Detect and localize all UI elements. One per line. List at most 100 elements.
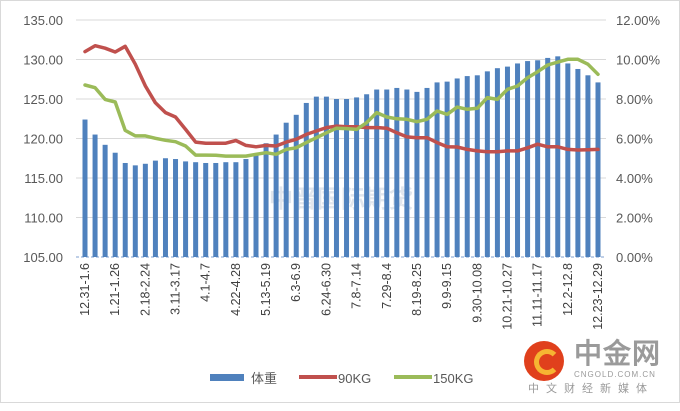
bar [575, 68, 581, 257]
bar [223, 162, 229, 257]
x-tick-label: 9.9-9.15 [440, 263, 454, 309]
x-tick-label: 11.11-11.17 [531, 263, 545, 327]
line-150kg [83, 57, 600, 158]
x-tick-label: 9.30-10.08 [470, 263, 484, 323]
bar [263, 143, 269, 257]
y-left-tick-label: 120.00 [23, 132, 63, 147]
bar [444, 81, 450, 258]
bar [535, 60, 541, 257]
bar [354, 97, 360, 257]
bar [504, 66, 510, 257]
bar [142, 163, 148, 257]
bar [394, 87, 400, 257]
bar [515, 63, 521, 258]
legend-label-150kg: 150KG [433, 371, 473, 386]
bar [273, 134, 279, 257]
legend-swatch-weight [210, 374, 244, 381]
bar [494, 68, 500, 257]
x-tick-label: 5.13-5.19 [259, 263, 273, 316]
x-tick-label: 4.1-4.7 [199, 263, 213, 302]
bar [434, 82, 440, 257]
bar [404, 89, 410, 258]
x-tick-label: 3.11-3.17 [169, 263, 183, 315]
bar [233, 162, 239, 257]
bar [303, 102, 309, 257]
x-tick-label: 8.19-8.25 [410, 263, 424, 316]
legend: 体重 90KG 150KG [210, 371, 473, 386]
y-left-tick-label: 110.00 [24, 211, 63, 226]
bar [193, 162, 199, 257]
y-right-tick-label: 0.00% [616, 250, 653, 265]
bar [555, 56, 561, 258]
x-tick-label: 12.2-12.8 [561, 263, 575, 316]
y-right-tick-label: 4.00% [616, 171, 653, 186]
logo-mark-icon [524, 341, 564, 381]
x-tick-label: 2.18-2.24 [138, 263, 152, 316]
y-right-tick-label: 8.00% [616, 92, 653, 107]
bar [152, 160, 158, 257]
bar [344, 99, 350, 257]
bar [525, 61, 531, 257]
y-left-tick-label: 125.00 [23, 92, 63, 107]
bar [213, 162, 219, 257]
bar [595, 82, 601, 257]
y-left-tick-label: 135.00 [23, 13, 63, 28]
bar [384, 89, 390, 258]
y-axis-right: 0.00% 2.00% 4.00% 6.00% 8.00% 10.00% 12.00% [616, 13, 661, 265]
logo-url: CNGOLD.COM.CN [574, 370, 656, 379]
x-tick-label: 4.22-4.28 [229, 263, 243, 316]
bar [102, 144, 108, 257]
bar [293, 114, 299, 257]
bar [313, 96, 319, 257]
x-axis: 12.31-1.6 1.21-1.26 2.18-2.24 3.11-3.17 4.1-… [78, 263, 605, 330]
bar [283, 122, 289, 257]
bar [243, 159, 249, 257]
watermark: 中晋国际期货 [269, 185, 413, 213]
bar [464, 76, 470, 257]
bar [122, 162, 128, 257]
y-right-tick-label: 6.00% [616, 132, 653, 147]
bar [374, 89, 380, 258]
bar [203, 162, 209, 257]
bar [545, 57, 551, 257]
x-tick-label: 6.3-6.9 [289, 263, 303, 302]
logo-tagline: 中文财经新媒体 [528, 382, 654, 395]
x-tick-label: 6.24-6.30 [319, 263, 333, 316]
bar [333, 99, 339, 257]
y-right-tick-label: 10.00% [616, 53, 661, 68]
y-right-tick-label: 2.00% [616, 211, 653, 226]
legend-label-weight: 体重 [251, 371, 277, 386]
bar [364, 94, 370, 257]
bar [92, 134, 98, 257]
bar [162, 158, 168, 257]
logo: 中金网 CNGOLD.COM.CN 中文财经新媒体 [524, 339, 676, 397]
x-tick-label: 7.8-7.14 [350, 263, 364, 309]
bar [183, 161, 189, 257]
y-left-tick-label: 130.00 [23, 53, 63, 68]
bar [454, 78, 460, 258]
x-tick-label: 7.29-8.4 [380, 263, 394, 309]
bar [112, 152, 118, 257]
bar [323, 96, 329, 257]
bar [484, 71, 490, 257]
x-tick-label: 12.31-1.6 [78, 263, 92, 316]
y-left-tick-label: 105.00 [23, 250, 63, 265]
line-series [83, 43, 600, 158]
bar [82, 119, 88, 257]
y-axis-left: 105.00 110.00 115.00 120.00 125.00 130.00 135.… [23, 13, 63, 265]
x-tick-label: 1.21-1.26 [108, 263, 122, 316]
bar [132, 165, 138, 257]
x-tick-label: 10.21-10.27 [500, 263, 514, 330]
y-left-tick-label: 115.00 [24, 171, 63, 186]
bar [253, 154, 259, 257]
bar [474, 75, 480, 257]
y-right-tick-label: 12.00% [616, 13, 661, 28]
x-tick-label: 12.23-12.29 [591, 263, 605, 330]
legend-label-90kg: 90KG [338, 371, 371, 386]
bar [585, 75, 591, 257]
logo-name: 中金网 [574, 337, 662, 370]
bar [424, 87, 430, 257]
bar [173, 159, 179, 257]
